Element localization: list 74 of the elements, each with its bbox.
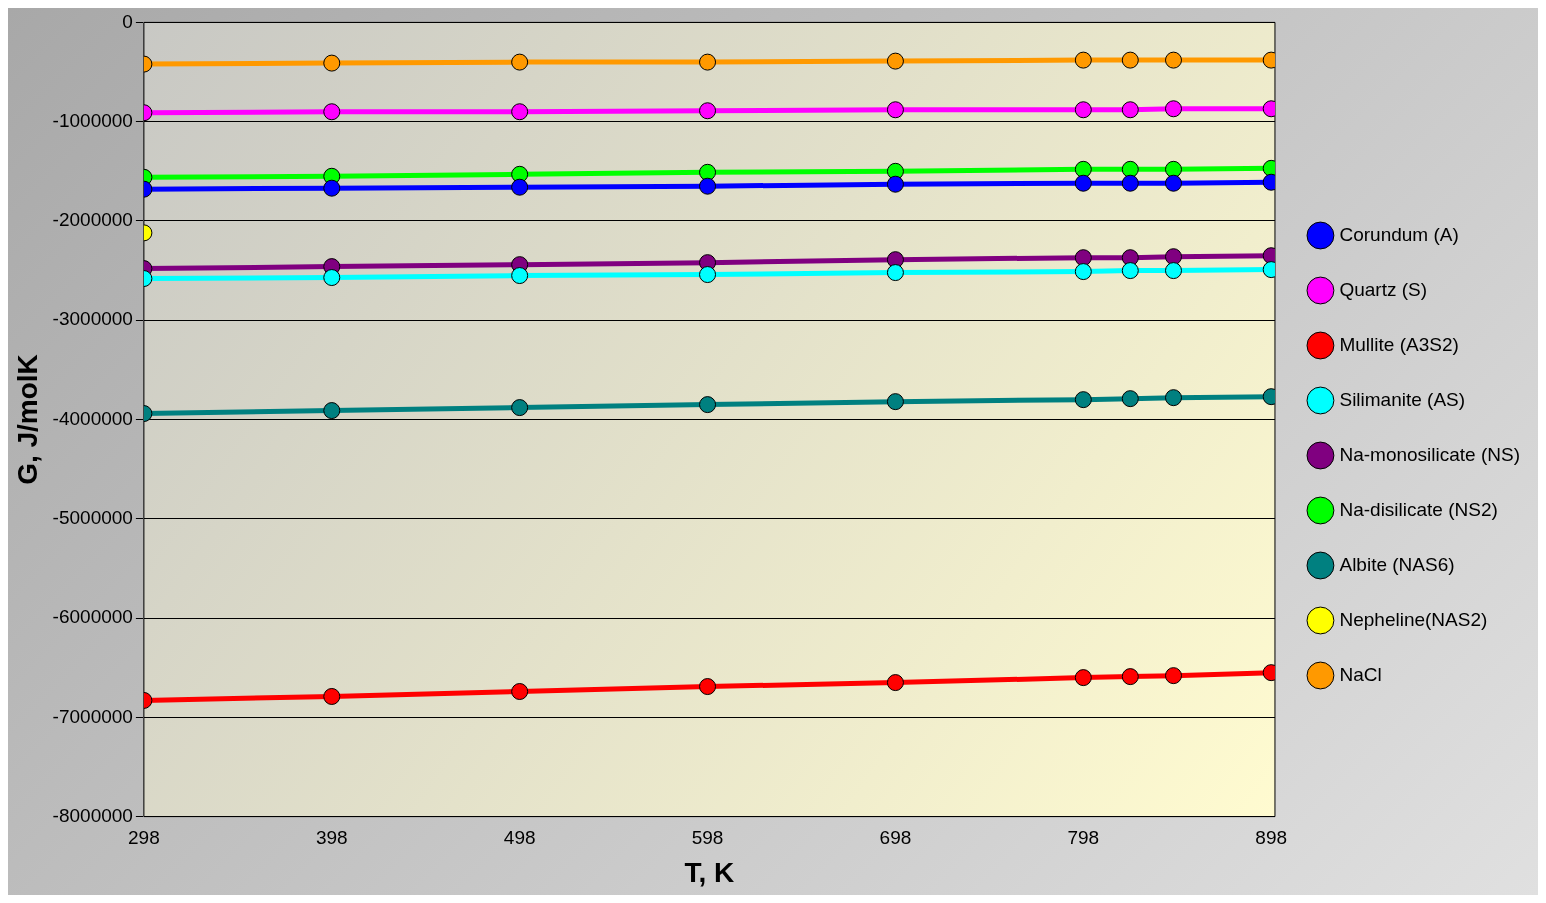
point <box>1074 174 1092 192</box>
y-tick-label: -7000000 <box>52 705 133 727</box>
x-tick-label: 298 <box>128 827 160 849</box>
y-tick-label: -6000000 <box>52 606 133 628</box>
point <box>1074 391 1092 409</box>
point <box>886 175 904 193</box>
point <box>1121 262 1139 280</box>
point <box>1165 160 1182 178</box>
legend-label: Quartz (S) <box>1339 278 1428 300</box>
point <box>886 264 904 282</box>
point <box>699 266 717 284</box>
point <box>1121 160 1139 178</box>
point <box>511 399 529 417</box>
x-tick-label: 898 <box>1255 827 1288 849</box>
legend-label: Corundum (A) <box>1339 223 1459 245</box>
x-tick-label: 398 <box>315 827 348 849</box>
y-tick-label: -2000000 <box>52 209 133 231</box>
point <box>323 402 341 420</box>
x-tick-label: 598 <box>691 827 724 849</box>
point <box>1074 263 1092 281</box>
point <box>886 52 904 70</box>
point <box>699 102 717 120</box>
point <box>1165 667 1182 685</box>
point <box>511 103 529 121</box>
point <box>323 54 341 72</box>
y-tick-label: 0 <box>122 10 133 32</box>
point <box>511 53 529 71</box>
point <box>323 103 341 121</box>
point <box>699 53 717 71</box>
legend-label: Na-disilicate (NS2) <box>1339 498 1498 520</box>
point <box>511 267 529 285</box>
point <box>886 101 904 119</box>
point <box>1121 101 1139 119</box>
point <box>1074 669 1092 687</box>
legend-label: Mullite (A3S2) <box>1339 333 1459 355</box>
y-tick-label: -4000000 <box>52 407 133 429</box>
point <box>323 687 341 705</box>
point <box>1165 51 1182 69</box>
y-tick-label: -3000000 <box>52 308 133 330</box>
x-tick-label: 698 <box>879 827 912 849</box>
point <box>699 396 717 414</box>
point <box>1074 101 1092 119</box>
point <box>699 177 717 195</box>
legend-label: Nepheline(NAS2) <box>1339 608 1488 630</box>
legend-label: Na-monosilicate (NS) <box>1339 443 1520 465</box>
point <box>1074 51 1092 69</box>
point <box>1074 160 1092 178</box>
point <box>323 179 341 197</box>
x-tick-label: 798 <box>1067 827 1100 849</box>
point <box>1121 668 1139 686</box>
legend-label: Albite (NAS6) <box>1339 553 1455 575</box>
point <box>1121 51 1139 69</box>
x-axis-title: T, K <box>684 856 735 888</box>
point <box>886 674 904 692</box>
y-tick-label: -8000000 <box>52 804 133 826</box>
point <box>886 393 904 411</box>
point <box>1074 249 1092 267</box>
legend-label: NaCl <box>1339 663 1382 685</box>
point <box>511 178 529 196</box>
point <box>1121 174 1139 192</box>
x-tick-label: 498 <box>503 827 536 849</box>
point <box>1165 389 1182 407</box>
y-tick-label: -1000000 <box>52 109 133 131</box>
point <box>699 163 717 181</box>
point <box>1165 100 1182 118</box>
y-tick-label: -5000000 <box>52 507 133 529</box>
y-axis-title: G, J/molK <box>11 354 43 485</box>
point <box>1165 262 1182 280</box>
point <box>699 678 717 696</box>
legend-label: Silimanite (AS) <box>1339 388 1466 410</box>
point <box>1121 390 1139 408</box>
point <box>1165 174 1182 192</box>
point <box>323 269 341 287</box>
point <box>511 683 529 701</box>
